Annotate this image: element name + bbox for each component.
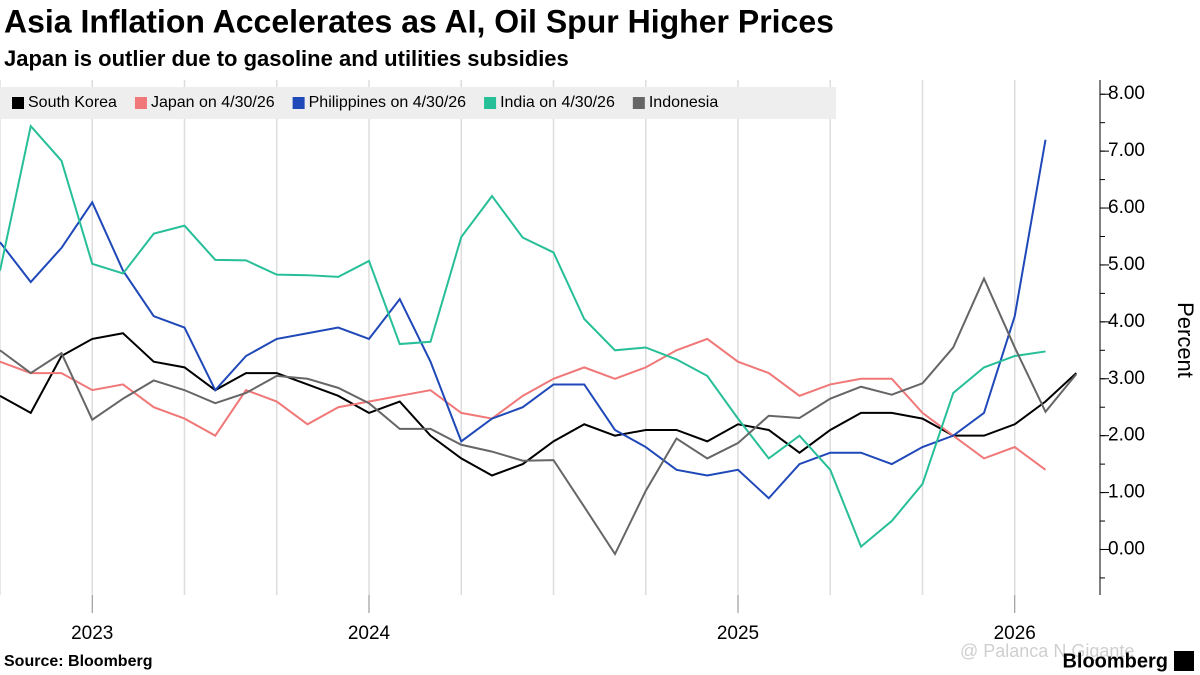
y-tick-label: 4.00 [1108,311,1145,332]
brand: Bloomberg [1062,650,1168,672]
y-tick-label: 0.00 [1108,538,1145,559]
x-tick-label: 2026 [994,623,1036,644]
legend-swatch [292,97,305,109]
y-tick-label: 6.00 [1108,197,1145,218]
brand-icon [1174,651,1194,671]
legend-swatch [134,97,147,109]
y-tick-label: 2.00 [1108,425,1145,446]
series-line [0,139,1047,500]
source: Source: Bloomberg [4,653,152,670]
series-line [0,337,1047,471]
legend-swatch [12,97,24,109]
legend-label: India on 4/30/26 [500,94,615,111]
y-tick-label: 1.00 [1108,482,1145,503]
y-tick-label: 5.00 [1108,254,1145,275]
x-tick-label: 2024 [348,623,391,644]
legend: South Korea Japan on 4/30/26 Philippines o… [0,87,836,119]
chart-title: Asia Inflation Accelerates as AI, Oil Sp… [4,3,834,39]
legend-swatch [484,97,497,109]
series-line [0,276,1078,557]
x-tick-label: 2023 [71,623,113,644]
legend-label: Philippines on 4/30/26 [309,94,467,111]
series-line [0,123,1046,549]
chart-subtitle: Japan is outlier due to gasoline and uti… [4,46,569,71]
legend-label: Indonesia [649,94,718,111]
x-tick-label: 2025 [717,623,759,644]
legend-label: South Korea [28,94,117,111]
legend-swatch [632,97,645,109]
legend-label: Japan on 4/30/26 [151,94,275,111]
watermark: @ Palanca N Gigante [960,641,1134,661]
y-tick-label: 3.00 [1108,368,1145,389]
y-tick-label: 8.00 [1108,83,1145,104]
y-axis-label: Percent [1173,302,1198,378]
series-line [0,332,1077,477]
y-tick-label: 7.00 [1108,140,1145,161]
